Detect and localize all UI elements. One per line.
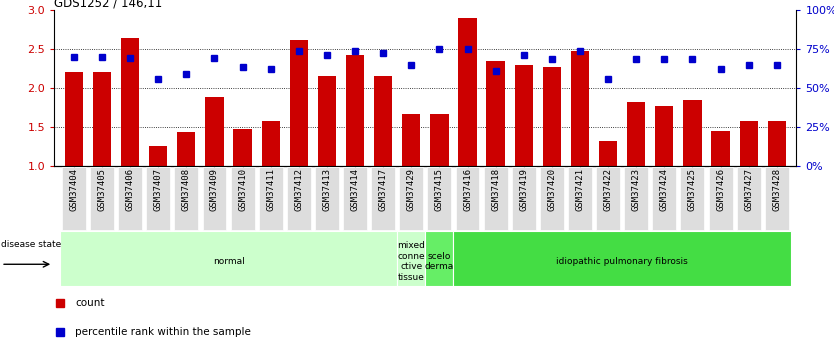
Text: idiopathic pulmonary fibrosis: idiopathic pulmonary fibrosis: [556, 257, 688, 266]
Text: GSM37405: GSM37405: [98, 168, 107, 211]
Bar: [454, 231, 791, 286]
Bar: [681, 167, 705, 230]
Text: GSM37410: GSM37410: [238, 168, 247, 211]
Bar: [65, 72, 83, 166]
Text: mixed
conne
ctive
tissue: mixed conne ctive tissue: [397, 241, 425, 282]
Bar: [346, 55, 364, 166]
Bar: [484, 167, 508, 230]
Bar: [234, 129, 252, 166]
Bar: [455, 167, 480, 230]
Bar: [397, 231, 425, 286]
Text: GSM37413: GSM37413: [323, 168, 331, 211]
Bar: [711, 131, 730, 166]
Text: GSM37421: GSM37421: [575, 168, 585, 211]
Bar: [486, 61, 505, 166]
Text: GSM37416: GSM37416: [463, 168, 472, 211]
Text: GSM37406: GSM37406: [126, 168, 134, 211]
Text: GSM37417: GSM37417: [379, 168, 388, 211]
Text: GSM37414: GSM37414: [350, 168, 359, 211]
Bar: [459, 18, 477, 166]
Text: disease state: disease state: [1, 240, 62, 249]
Text: scelo
derma: scelo derma: [425, 252, 454, 271]
Bar: [402, 114, 420, 166]
Bar: [203, 167, 226, 230]
Bar: [231, 167, 254, 230]
Text: GSM37411: GSM37411: [266, 168, 275, 211]
Bar: [60, 231, 397, 286]
Text: GDS1252 / 146,11: GDS1252 / 146,11: [54, 0, 163, 9]
Bar: [177, 132, 195, 166]
Text: GSM37404: GSM37404: [69, 168, 78, 211]
Text: GSM37428: GSM37428: [772, 168, 781, 211]
Bar: [315, 167, 339, 230]
Bar: [90, 167, 114, 230]
Bar: [683, 100, 701, 166]
Bar: [146, 167, 170, 230]
Bar: [543, 67, 561, 166]
Text: GSM37415: GSM37415: [435, 168, 444, 211]
Bar: [343, 167, 367, 230]
Bar: [287, 167, 311, 230]
Bar: [205, 97, 224, 166]
Bar: [540, 167, 564, 230]
Bar: [118, 167, 142, 230]
Bar: [767, 120, 786, 166]
Text: GSM37427: GSM37427: [744, 168, 753, 211]
Bar: [765, 167, 789, 230]
Text: GSM37425: GSM37425: [688, 168, 697, 211]
Text: GSM37409: GSM37409: [210, 168, 219, 211]
Bar: [149, 146, 168, 166]
Bar: [736, 167, 761, 230]
Text: GSM37408: GSM37408: [182, 168, 191, 211]
Bar: [568, 167, 592, 230]
Text: GSM37429: GSM37429: [407, 168, 416, 211]
Bar: [430, 114, 449, 166]
Text: GSM37424: GSM37424: [660, 168, 669, 211]
Bar: [512, 167, 535, 230]
Bar: [174, 167, 198, 230]
Bar: [93, 72, 111, 166]
Text: GSM37422: GSM37422: [604, 168, 613, 211]
Text: GSM37419: GSM37419: [520, 168, 528, 211]
Bar: [515, 65, 533, 166]
Bar: [570, 51, 589, 166]
Bar: [62, 167, 86, 230]
Bar: [425, 231, 454, 286]
Bar: [262, 120, 280, 166]
Bar: [652, 167, 676, 230]
Text: count: count: [75, 298, 105, 308]
Text: GSM37423: GSM37423: [631, 168, 641, 211]
Bar: [289, 40, 308, 166]
Bar: [399, 167, 423, 230]
Bar: [596, 167, 620, 230]
Bar: [656, 106, 674, 166]
Bar: [318, 76, 336, 166]
Text: GSM37412: GSM37412: [294, 168, 304, 211]
Bar: [371, 167, 395, 230]
Bar: [428, 167, 451, 230]
Text: GSM37420: GSM37420: [547, 168, 556, 211]
Bar: [374, 76, 392, 166]
Bar: [709, 167, 732, 230]
Bar: [625, 167, 648, 230]
Text: normal: normal: [213, 257, 244, 266]
Text: percentile rank within the sample: percentile rank within the sample: [75, 327, 251, 337]
Bar: [627, 102, 646, 166]
Bar: [599, 141, 617, 166]
Bar: [121, 38, 139, 166]
Text: GSM37407: GSM37407: [153, 168, 163, 211]
Text: GSM37418: GSM37418: [491, 168, 500, 211]
Text: GSM37426: GSM37426: [716, 168, 725, 211]
Bar: [259, 167, 283, 230]
Bar: [740, 120, 758, 166]
